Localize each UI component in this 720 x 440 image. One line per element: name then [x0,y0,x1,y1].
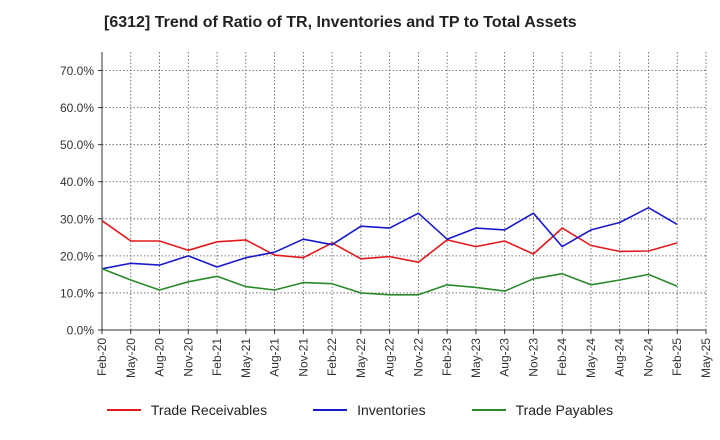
x-tick-label: May-25 [699,338,713,378]
x-tick-label: Feb-23 [440,338,454,376]
x-tick-label: Feb-24 [555,338,569,376]
x-tick-label: Aug-22 [383,338,397,377]
x-tick-label: May-22 [354,338,368,378]
x-tick-label: Aug-23 [498,338,512,377]
y-tick-label: 50.0% [60,138,94,152]
x-tick-label: May-23 [469,338,483,378]
y-tick-label: 70.0% [60,64,94,78]
y-tick-label: 10.0% [60,286,94,300]
x-tick-label: Feb-25 [670,338,684,376]
legend-item: Trade Receivables [106,402,268,418]
legend-swatch [313,409,348,411]
legend-swatch [471,409,506,411]
series-line [101,220,678,264]
x-tick-label: Nov-23 [526,338,540,377]
y-tick-label: 40.0% [60,175,94,189]
x-tick-label: Nov-20 [181,338,195,377]
x-tick-label: Aug-21 [268,338,282,377]
x-tick-label: Nov-21 [296,338,310,377]
legend-item: Trade Payables [471,402,614,418]
x-tick-label: May-21 [239,338,253,378]
x-tick-label: May-20 [124,338,138,378]
x-tick-label: Feb-20 [95,338,109,376]
legend-swatch [106,409,141,411]
y-tick-label: 30.0% [60,212,94,226]
x-tick-label: Nov-22 [411,338,425,377]
y-tick-label: 20.0% [60,249,94,263]
y-tick-label: 60.0% [60,101,94,115]
x-tick-label: May-24 [584,338,598,378]
x-tick-label: Feb-21 [210,338,224,376]
x-tick-label: Nov-24 [641,338,655,377]
plot-area [102,52,706,330]
legend-label: Trade Receivables [150,402,268,418]
y-tick-label: 0.0% [67,324,95,338]
series-line [101,268,678,296]
x-tick-label: Feb-22 [325,338,339,376]
legend-label: Trade Payables [515,402,614,418]
legend-item: Inventories [313,402,426,418]
chart-legend: Trade Receivables Inventories Trade Payabl… [0,402,720,418]
x-tick-label: Aug-24 [613,338,627,377]
series-line [101,206,678,270]
chart-title: [6312] Trend of Ratio of TR, Inventories… [104,14,577,31]
legend-label: Inventories [357,402,426,418]
x-tick-label: Aug-20 [153,338,167,377]
